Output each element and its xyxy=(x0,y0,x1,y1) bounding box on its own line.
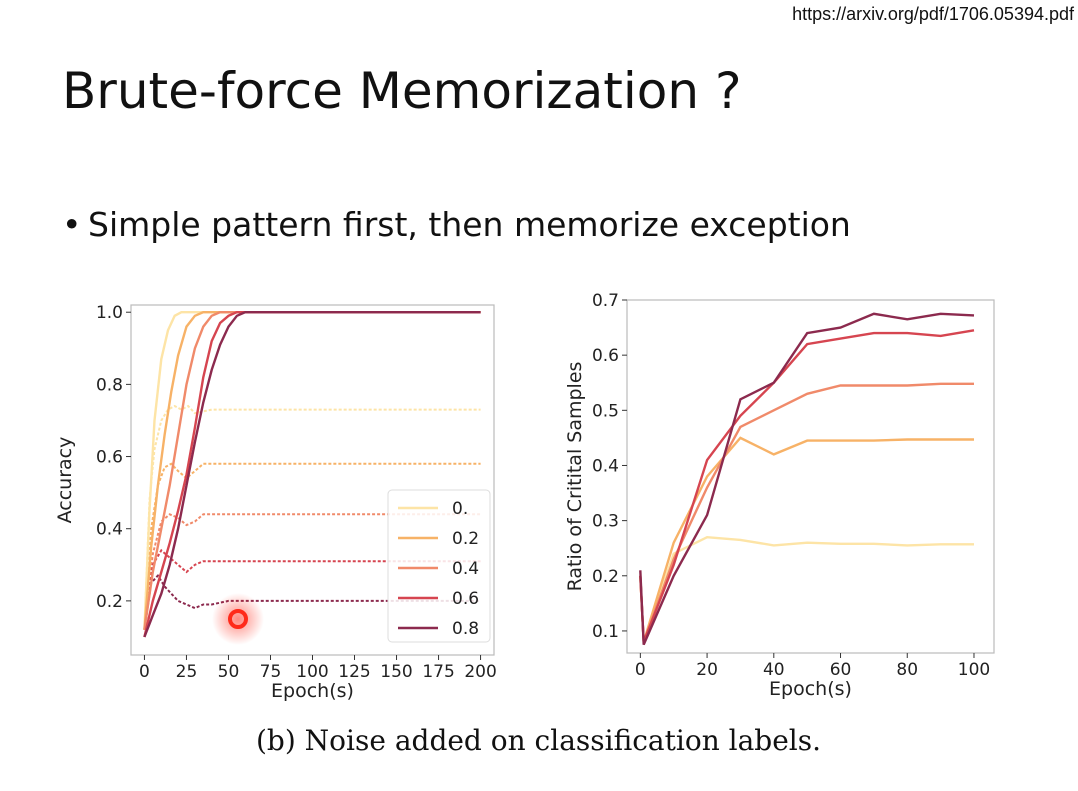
crit-x-tick-label: 0 xyxy=(635,660,646,680)
acc-x-tick-label: 200 xyxy=(464,662,496,682)
crit-x-tick-label: 20 xyxy=(696,660,718,680)
crit-y-tick-label: 0.3 xyxy=(592,512,619,532)
acc-train-line-4 xyxy=(143,311,481,638)
crit-line-2 xyxy=(639,382,974,643)
acc-y-axis-label: Accuracy xyxy=(54,437,76,524)
acc-y-tick-label: 0.6 xyxy=(96,448,123,468)
bullet-item: • Simple pattern first, then memorize ex… xyxy=(62,205,851,244)
crit-line-0 xyxy=(639,535,974,643)
crit-y-tick-label: 0.6 xyxy=(592,346,619,366)
acc-legend-box xyxy=(387,489,491,643)
acc-x-tick-label: 150 xyxy=(380,662,412,682)
source-url[interactable]: https://arxiv.org/pdf/1706.05394.pdf xyxy=(792,4,1074,24)
acc-x-tick-label: 50 xyxy=(218,662,240,682)
acc-x-tick-label: 100 xyxy=(296,662,328,682)
acc-legend-label-4: 0.8 xyxy=(452,619,479,639)
bullet-text: Simple pattern first, then memorize exce… xyxy=(88,205,851,244)
crit-line-4 xyxy=(639,312,975,646)
crit-y-tick-label: 0.1 xyxy=(592,622,619,642)
acc-val-line-4 xyxy=(143,573,481,630)
acc-val-line-0 xyxy=(143,404,481,630)
crit-y-tick-label: 0.2 xyxy=(592,567,619,587)
acc-x-axis-label: Epoch(s) xyxy=(271,680,354,702)
acc-val-line-1 xyxy=(143,462,481,630)
crit-plot-frame xyxy=(626,299,995,654)
accuracy-chart: 0 25 50 75 100 125 150 175 200 0.2 0.4 0.6 0.8 1.0 Epo… xyxy=(54,303,497,702)
acc-x-tick-label: 0 xyxy=(139,662,150,682)
acc-y-tick-label: 0.2 xyxy=(96,592,123,612)
crit-y-tick-label: 0.5 xyxy=(592,401,619,421)
acc-legend: 0. 0.2 0.4 0.6 0.8 xyxy=(387,489,491,643)
cursor-ring xyxy=(228,609,248,629)
crit-x-axis-label: Epoch(s) xyxy=(769,678,852,700)
crit-y-tick-label: 0.4 xyxy=(592,456,619,476)
acc-val-line-3 xyxy=(143,548,481,630)
acc-legend-label-3: 0.6 xyxy=(452,589,479,609)
acc-val-line-2 xyxy=(143,513,481,630)
acc-y-tick-label: 1.0 xyxy=(96,303,123,323)
acc-x-tick-label: 125 xyxy=(338,662,370,682)
acc-legend-label-1: 0.2 xyxy=(452,529,479,549)
crit-y-tick-label: 0.7 xyxy=(592,291,619,311)
crit-line-1 xyxy=(639,436,974,643)
crit-x-tick-label: 40 xyxy=(763,660,785,680)
acc-y-tick-label: 0.4 xyxy=(96,520,123,540)
acc-legend-label-2: 0.4 xyxy=(452,559,479,579)
crit-x-tick-label: 100 xyxy=(958,660,990,680)
crit-line-3 xyxy=(639,329,975,643)
cursor-glow xyxy=(212,593,264,645)
acc-legend-label-0: 0. xyxy=(452,499,468,519)
critical-samples-chart: 0 20 40 60 80 100 0.1 0.2 0.3 0.4 0.5 0.6 0.7 Epoch(s… xyxy=(564,291,995,700)
figure-caption: (b) Noise added on classification labels… xyxy=(256,724,821,757)
bullet-dot-icon: • xyxy=(62,205,82,244)
acc-x-tick-label: 175 xyxy=(422,662,454,682)
crit-y-axis-label: Ratio of Critital Samples xyxy=(564,362,586,592)
crit-x-tick-label: 80 xyxy=(896,660,918,680)
slide-title: Brute-force Memorization ? xyxy=(62,62,742,120)
crit-x-tick-label: 60 xyxy=(830,660,852,680)
acc-x-tick-label: 75 xyxy=(260,662,282,682)
acc-y-tick-label: 0.8 xyxy=(96,375,123,395)
acc-x-tick-label: 25 xyxy=(176,662,198,682)
mouse-cursor-highlight-icon xyxy=(212,593,264,645)
